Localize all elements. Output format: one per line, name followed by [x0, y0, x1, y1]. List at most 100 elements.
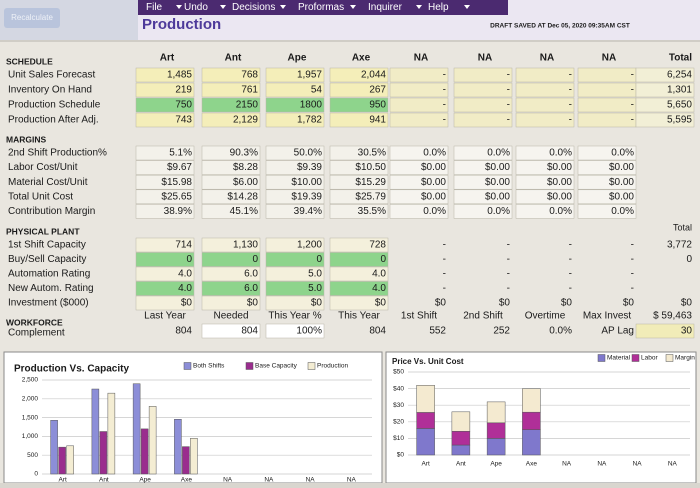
cell-value: 941: [369, 115, 386, 126]
recalculate-label[interactable]: Recalculate: [11, 13, 53, 22]
cell-background: [635, 112, 695, 128]
cell-value: $9.39: [297, 162, 322, 173]
cell-background: [201, 145, 261, 161]
cell-background: [389, 160, 449, 175]
menu-caret: [220, 5, 226, 9]
cell-value: 0: [380, 254, 386, 265]
row-label: Unit Sales Forecast: [8, 70, 95, 81]
chart-title: Price Vs. Unit Cost: [392, 357, 464, 366]
cell-value: -: [631, 240, 634, 251]
total-header: Total: [673, 222, 692, 232]
cell-background: [329, 145, 389, 161]
cell-value: 1,782: [297, 115, 322, 126]
cell-value: -: [631, 269, 634, 280]
cell-value: -: [507, 240, 510, 251]
cell-background: [389, 112, 449, 128]
legend-swatch: [631, 354, 640, 362]
y-tick-label: $10: [393, 435, 404, 442]
draft-status: DRAFT SAVED AT Dec 05, 2020 09:35AM CST: [490, 23, 630, 30]
menu-item[interactable]: Proformas: [298, 2, 344, 13]
cell-background: [453, 174, 513, 190]
cell-background: [135, 281, 195, 296]
cell-value: -: [507, 283, 510, 294]
cell-value: -: [507, 100, 510, 111]
cell-value: $0.00: [547, 177, 572, 188]
cell-value: 0.0%: [549, 206, 572, 217]
cell-value: 39.4%: [294, 206, 322, 217]
cell-value: $0.00: [609, 177, 634, 188]
cell-value: 804: [241, 326, 258, 337]
cell-value: 1,485: [167, 70, 192, 81]
stacked-segment: [451, 444, 471, 456]
cell-value: -: [569, 100, 572, 111]
cell-value: -: [507, 70, 510, 81]
cell-value: $8.28: [233, 162, 258, 173]
field-label: Overtime: [525, 311, 566, 322]
cell-value: -: [631, 254, 634, 265]
cell-background: [201, 266, 261, 282]
x-tick-label: NA: [347, 477, 357, 483]
cell-value: $0: [561, 298, 573, 309]
row-label: Buy/Sell Capacity: [8, 254, 86, 265]
section-title: PHYSICAL PLANT: [6, 226, 80, 236]
cell-value: 2150: [236, 100, 259, 111]
cell-background: [265, 67, 325, 83]
cell-value: 728: [369, 240, 386, 251]
cell-background: [453, 160, 513, 175]
menu-caret: [176, 5, 182, 9]
stacked-segment: [486, 438, 506, 456]
cell-value: 100%: [296, 326, 322, 337]
cell-value: 50.0%: [294, 148, 322, 159]
cell-background: [389, 189, 449, 205]
cell-value: -: [631, 100, 634, 111]
cell-value: 1,130: [233, 240, 258, 251]
stacked-segment: [451, 411, 471, 432]
cell-value: $0.00: [421, 177, 446, 188]
cell-background: [135, 112, 195, 128]
cell-value: 252: [493, 326, 510, 337]
cell-background: [265, 252, 325, 267]
row-label: 2nd Shift Production%: [8, 148, 107, 159]
cell-value: AP Lag: [601, 326, 634, 337]
cell-value: 0.0%: [487, 206, 510, 217]
cell-value: 45.1%: [230, 206, 258, 217]
cell-value: 804: [175, 326, 192, 337]
legend-swatch: [183, 362, 192, 370]
bar: [50, 420, 58, 475]
row-label: Material Cost/Unit: [8, 177, 88, 188]
section-title: WORKFORCE: [6, 317, 63, 327]
legend-swatch: [307, 362, 316, 370]
cell-background: [201, 237, 261, 253]
menu-item[interactable]: Undo: [184, 2, 208, 13]
x-tick-label: Art: [421, 461, 430, 468]
y-tick-label: $50: [393, 369, 404, 376]
chart-panel-right: [385, 351, 697, 484]
menu-item[interactable]: Inquirer: [368, 2, 403, 13]
bar: [58, 446, 66, 475]
cell-value: 4.0: [178, 283, 192, 294]
cell-background: [265, 323, 325, 339]
cell-value: $0.00: [609, 191, 634, 202]
recalculate-button[interactable]: [4, 8, 60, 28]
x-tick-label: NA: [223, 477, 233, 483]
cell-background: [201, 189, 261, 205]
cell-background: [201, 323, 261, 339]
menu-item[interactable]: File: [146, 2, 163, 13]
column-header: Ape: [288, 53, 307, 64]
cell-value: $0: [311, 298, 323, 309]
cell-value: $15.98: [161, 177, 192, 188]
menu-item[interactable]: Help: [428, 2, 449, 13]
cell-value: $0.00: [547, 162, 572, 173]
cell-background: [201, 67, 261, 83]
x-tick-label: Ape: [490, 461, 502, 468]
legend-label: Material: [607, 355, 631, 362]
cell-value: $19.39: [291, 191, 322, 202]
cell-background: [635, 97, 695, 113]
cell-background: [453, 112, 513, 128]
cell-value: $0: [435, 298, 447, 309]
cell-value: 0.0%: [549, 148, 572, 159]
cell-value: 30: [681, 326, 693, 337]
menu-item[interactable]: Decisions: [232, 2, 275, 13]
